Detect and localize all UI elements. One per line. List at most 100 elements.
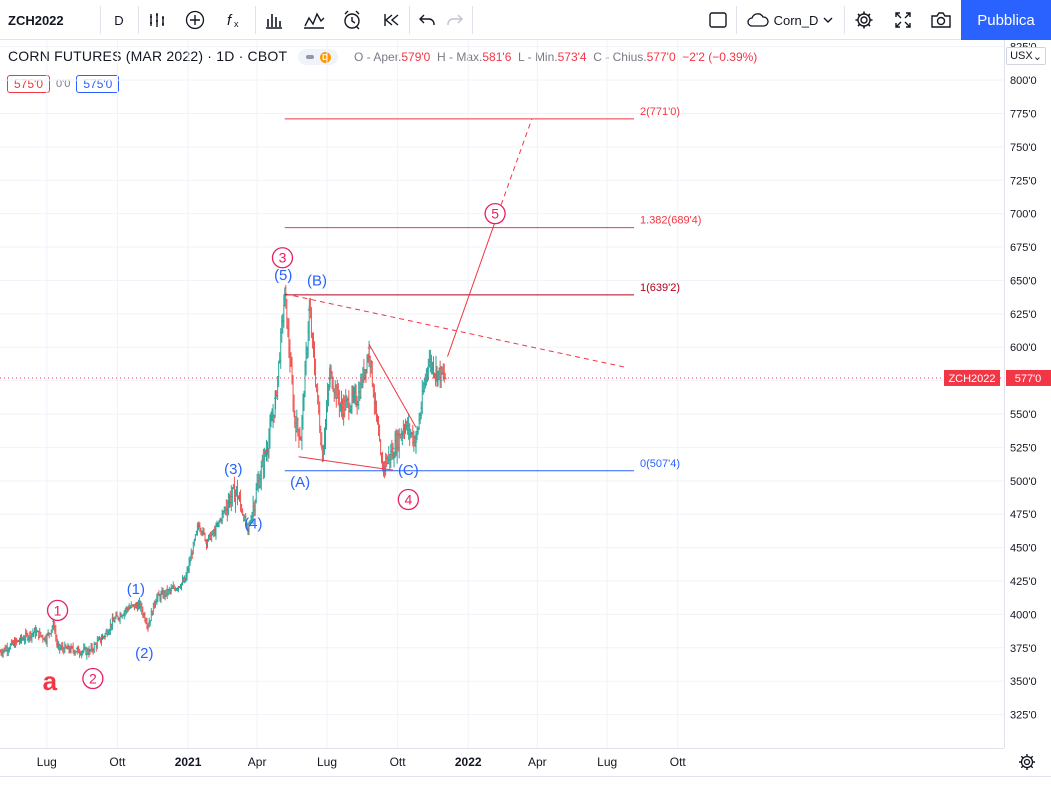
price-bars [0,284,447,660]
price-chart-pane[interactable]: ZCH2022 2(771'0) 1.382(689'4) 1(639'2) 0(507… [0,40,1004,748]
trend-line [494,118,533,222]
trend-line [447,221,496,357]
price-tick-label: 600'0 [1010,342,1037,354]
price-tick-label: 475'0 [1010,509,1037,521]
chart-grid [0,40,1004,748]
indicators-compare-icon[interactable] [142,0,172,40]
data-delayed-icon: D [319,51,331,63]
wave-label-circle [484,203,506,225]
replay-icon[interactable] [376,0,408,40]
chevron-down-icon [823,17,833,23]
ohlc-values: O - Aper.579'0 H - Max.581'6 L - Min.573… [354,50,757,64]
cloud-layout-icon [746,13,769,27]
settings-gear-icon[interactable] [847,0,881,40]
time-tick-label: 2021 [175,755,202,769]
currency-select[interactable]: USX ⌄ [1006,47,1046,65]
price-tick-label: 725'0 [1010,175,1037,187]
symbol-price-tag [944,369,1000,386]
wave-label: (4) [244,516,262,533]
add-symbol-icon[interactable] [180,0,210,40]
symbol-price-tag-label: ZCH2022 [948,373,995,385]
redo-icon[interactable] [440,0,470,40]
wave-label: 5 [491,206,499,222]
price-scale[interactable]: 825'0800'0775'0750'0725'0700'0675'0650'0… [1004,40,1051,748]
price-tick-label: 550'0 [1010,409,1037,421]
fullscreen-icon[interactable] [886,0,920,40]
wave-label: (1) [127,581,145,598]
data-status-icon [305,55,314,59]
price-tick-label: 325'0 [1010,710,1037,722]
price-tick-label: 400'0 [1010,609,1037,621]
layout-name-label: Corn_D [773,12,819,28]
price-tick-label: 525'0 [1010,442,1037,454]
price-tick-label: 375'0 [1010,643,1037,655]
ohlc-low-label: L - Min. [518,50,558,64]
camera-snapshot-icon[interactable] [924,0,958,40]
wave-label: 1 [54,602,62,618]
price-tick-label: 800'0 [1010,75,1037,87]
wave-label: a [43,666,58,696]
price-tick-label: 350'0 [1010,676,1037,688]
wave-label: (A) [290,474,310,491]
ohlc-high-value: 581'6 [482,50,512,64]
wave-label-circle [46,599,69,622]
wave-label: (C) [398,462,419,479]
price-tick-label: 450'0 [1010,543,1037,555]
trend-line [298,456,394,471]
trend-line [368,344,417,428]
publish-button[interactable]: Pubblica [961,0,1051,40]
symbol-search-button[interactable]: ZCH2022 [0,0,100,40]
bar-style-icon[interactable] [258,0,290,40]
ohlc-close-value: 577'0 [646,50,676,64]
time-tick-label: Apr [528,755,547,769]
fib-level-label: 1(639'2) [640,282,680,294]
current-price-tag [1006,369,1051,386]
time-tick-label: 2022 [455,755,482,769]
price-tick-label: 625'0 [1010,309,1037,321]
time-scale[interactable]: Lug Ott 2021 Apr Lug Ott 2022 Apr Lug Ott [0,748,1004,776]
interval-label: D [114,12,124,28]
undo-icon[interactable] [412,0,442,40]
time-tick-label: Ott [670,755,687,769]
price-tick-label: 500'0 [1010,476,1037,488]
price-tick-label: 425'0 [1010,576,1037,588]
wave-label: (3) [224,461,242,478]
interval-button[interactable]: D [102,0,136,40]
fib-level-label: 0(507'4) [640,458,680,470]
spread-value: 0'0 [56,78,71,90]
ohlc-open-label: O - Aper. [354,50,402,64]
ohlc-open-value: 579'0 [401,50,431,64]
svg-text:f: f [227,12,233,29]
price-tick-label: 675'0 [1010,242,1037,254]
trend-line [284,293,626,368]
current-price-tag-label: 577'0 [1015,373,1042,385]
ohlc-low-value: 573'4 [557,50,587,64]
time-tick-label: Ott [390,755,407,769]
data-delayed-badge[interactable]: D [298,49,338,65]
wave-label: (2) [135,645,153,662]
time-tick-label: Lug [37,755,57,769]
wave-label: (5) [274,267,292,284]
scale-settings-icon[interactable] [1016,752,1038,772]
wave-label-circle [271,247,294,269]
time-tick-label: Ott [109,755,126,769]
wave-label: 4 [404,492,412,508]
ohlc-change-value: −2'2 (−0.39%) [682,50,758,64]
price-tick-label: 750'0 [1010,142,1037,154]
fib-level-label: 2(771'0) [640,106,680,118]
time-tick-label: Apr [248,755,267,769]
price-tick-label: 650'0 [1010,275,1037,287]
symbol-legend-title[interactable]: CORN FUTURES (MAR 2022) · 1D · CBOT [8,48,288,64]
price-tick-label: 775'0 [1010,108,1037,120]
drawing-annotations: ZCH2022 2(771'0) 1.382(689'4) 1(639'2) 0(507… [0,106,1004,696]
templates-icon[interactable] [298,0,330,40]
fullscreen-window-icon[interactable] [702,0,734,40]
layout-select-button[interactable]: Corn_D [740,0,840,40]
svg-text:x: x [234,19,239,29]
wave-label-circle [82,667,104,690]
currency-label: USX [1010,50,1033,62]
ohlc-high-label: H - Max. [437,50,483,64]
alert-icon[interactable] [336,0,368,40]
